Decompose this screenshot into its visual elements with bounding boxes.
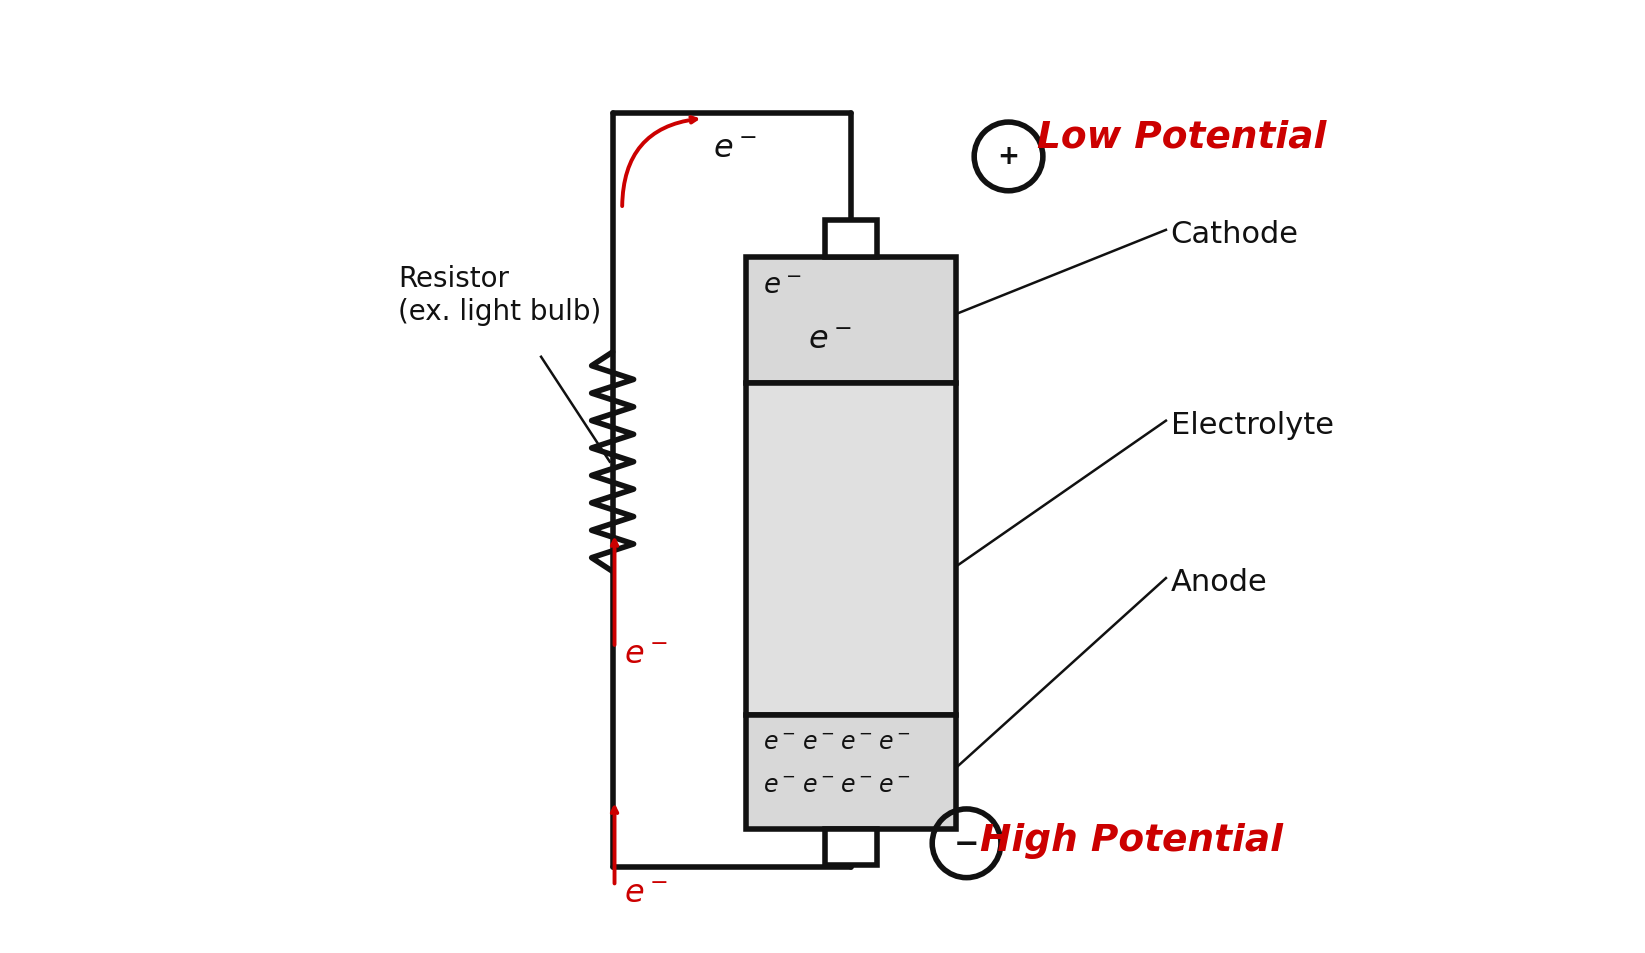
Text: $e^-$: $e^-$ — [623, 877, 668, 907]
Text: $e^-$: $e^-$ — [712, 133, 757, 164]
Text: $e^-$: $e^-$ — [878, 731, 911, 754]
Text: Electrolyte: Electrolyte — [1171, 411, 1334, 439]
Bar — [824, 221, 877, 257]
Text: Resistor
(ex. light bulb): Resistor (ex. light bulb) — [398, 265, 600, 325]
Bar — [824, 829, 877, 865]
Text: Anode: Anode — [1171, 568, 1267, 597]
Text: Cathode: Cathode — [1171, 220, 1298, 249]
Text: +: + — [997, 144, 1020, 171]
Bar — [747, 257, 956, 383]
Text: $e^-$: $e^-$ — [623, 639, 668, 669]
Text: $e^-$: $e^-$ — [763, 273, 801, 299]
Text: $e^-$: $e^-$ — [839, 775, 872, 798]
Text: $e^-$: $e^-$ — [839, 731, 872, 754]
Text: $e^-$: $e^-$ — [801, 775, 834, 798]
Text: $e^-$: $e^-$ — [808, 324, 852, 355]
Bar — [747, 715, 956, 829]
Text: $e^-$: $e^-$ — [878, 775, 911, 798]
Bar — [747, 383, 956, 715]
Text: $e^-$: $e^-$ — [763, 775, 796, 798]
Text: Low Potential: Low Potential — [1036, 120, 1326, 155]
Text: $e^-$: $e^-$ — [801, 731, 834, 754]
Text: $e^-$: $e^-$ — [763, 731, 796, 754]
Text: High Potential: High Potential — [980, 822, 1283, 858]
Text: −: − — [954, 829, 979, 858]
